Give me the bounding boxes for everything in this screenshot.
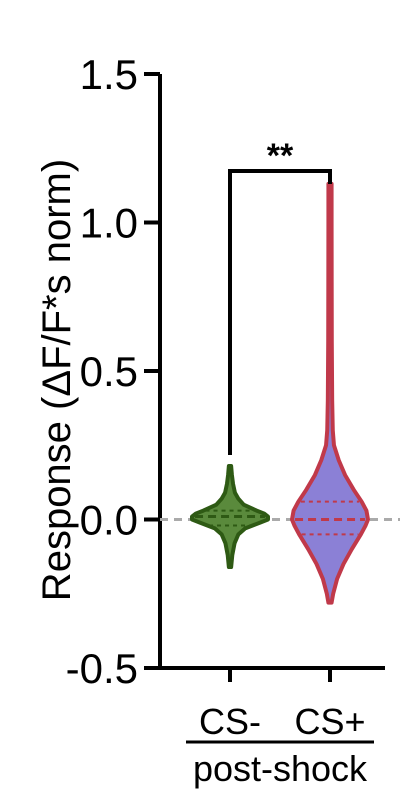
y-tick-label: -0.5 <box>66 645 138 692</box>
violin-CS+ <box>290 181 370 605</box>
group-label: post-shock <box>193 748 368 789</box>
violin-body <box>190 464 270 570</box>
y-tick-label: 1.5 <box>80 51 138 98</box>
y-axis: -0.5 0.0 0.5 1.0 1.5 <box>66 51 162 692</box>
y-tick-label: 1.0 <box>80 200 138 247</box>
violin-body <box>290 181 370 605</box>
y-tick-label: 0.5 <box>80 348 138 395</box>
x-category-label: CS- <box>199 701 261 742</box>
x-category-label: CS+ <box>294 701 365 742</box>
y-axis-label: Response (ΔF/F*s norm) <box>35 159 79 601</box>
y-tick-label: 0.0 <box>80 497 138 544</box>
violins <box>190 181 370 605</box>
x-axis: CS- CS+ post-shock <box>160 666 385 789</box>
violin-CS- <box>190 464 270 570</box>
significance-label: ** <box>267 137 294 175</box>
significance-bracket: ** <box>228 137 332 455</box>
